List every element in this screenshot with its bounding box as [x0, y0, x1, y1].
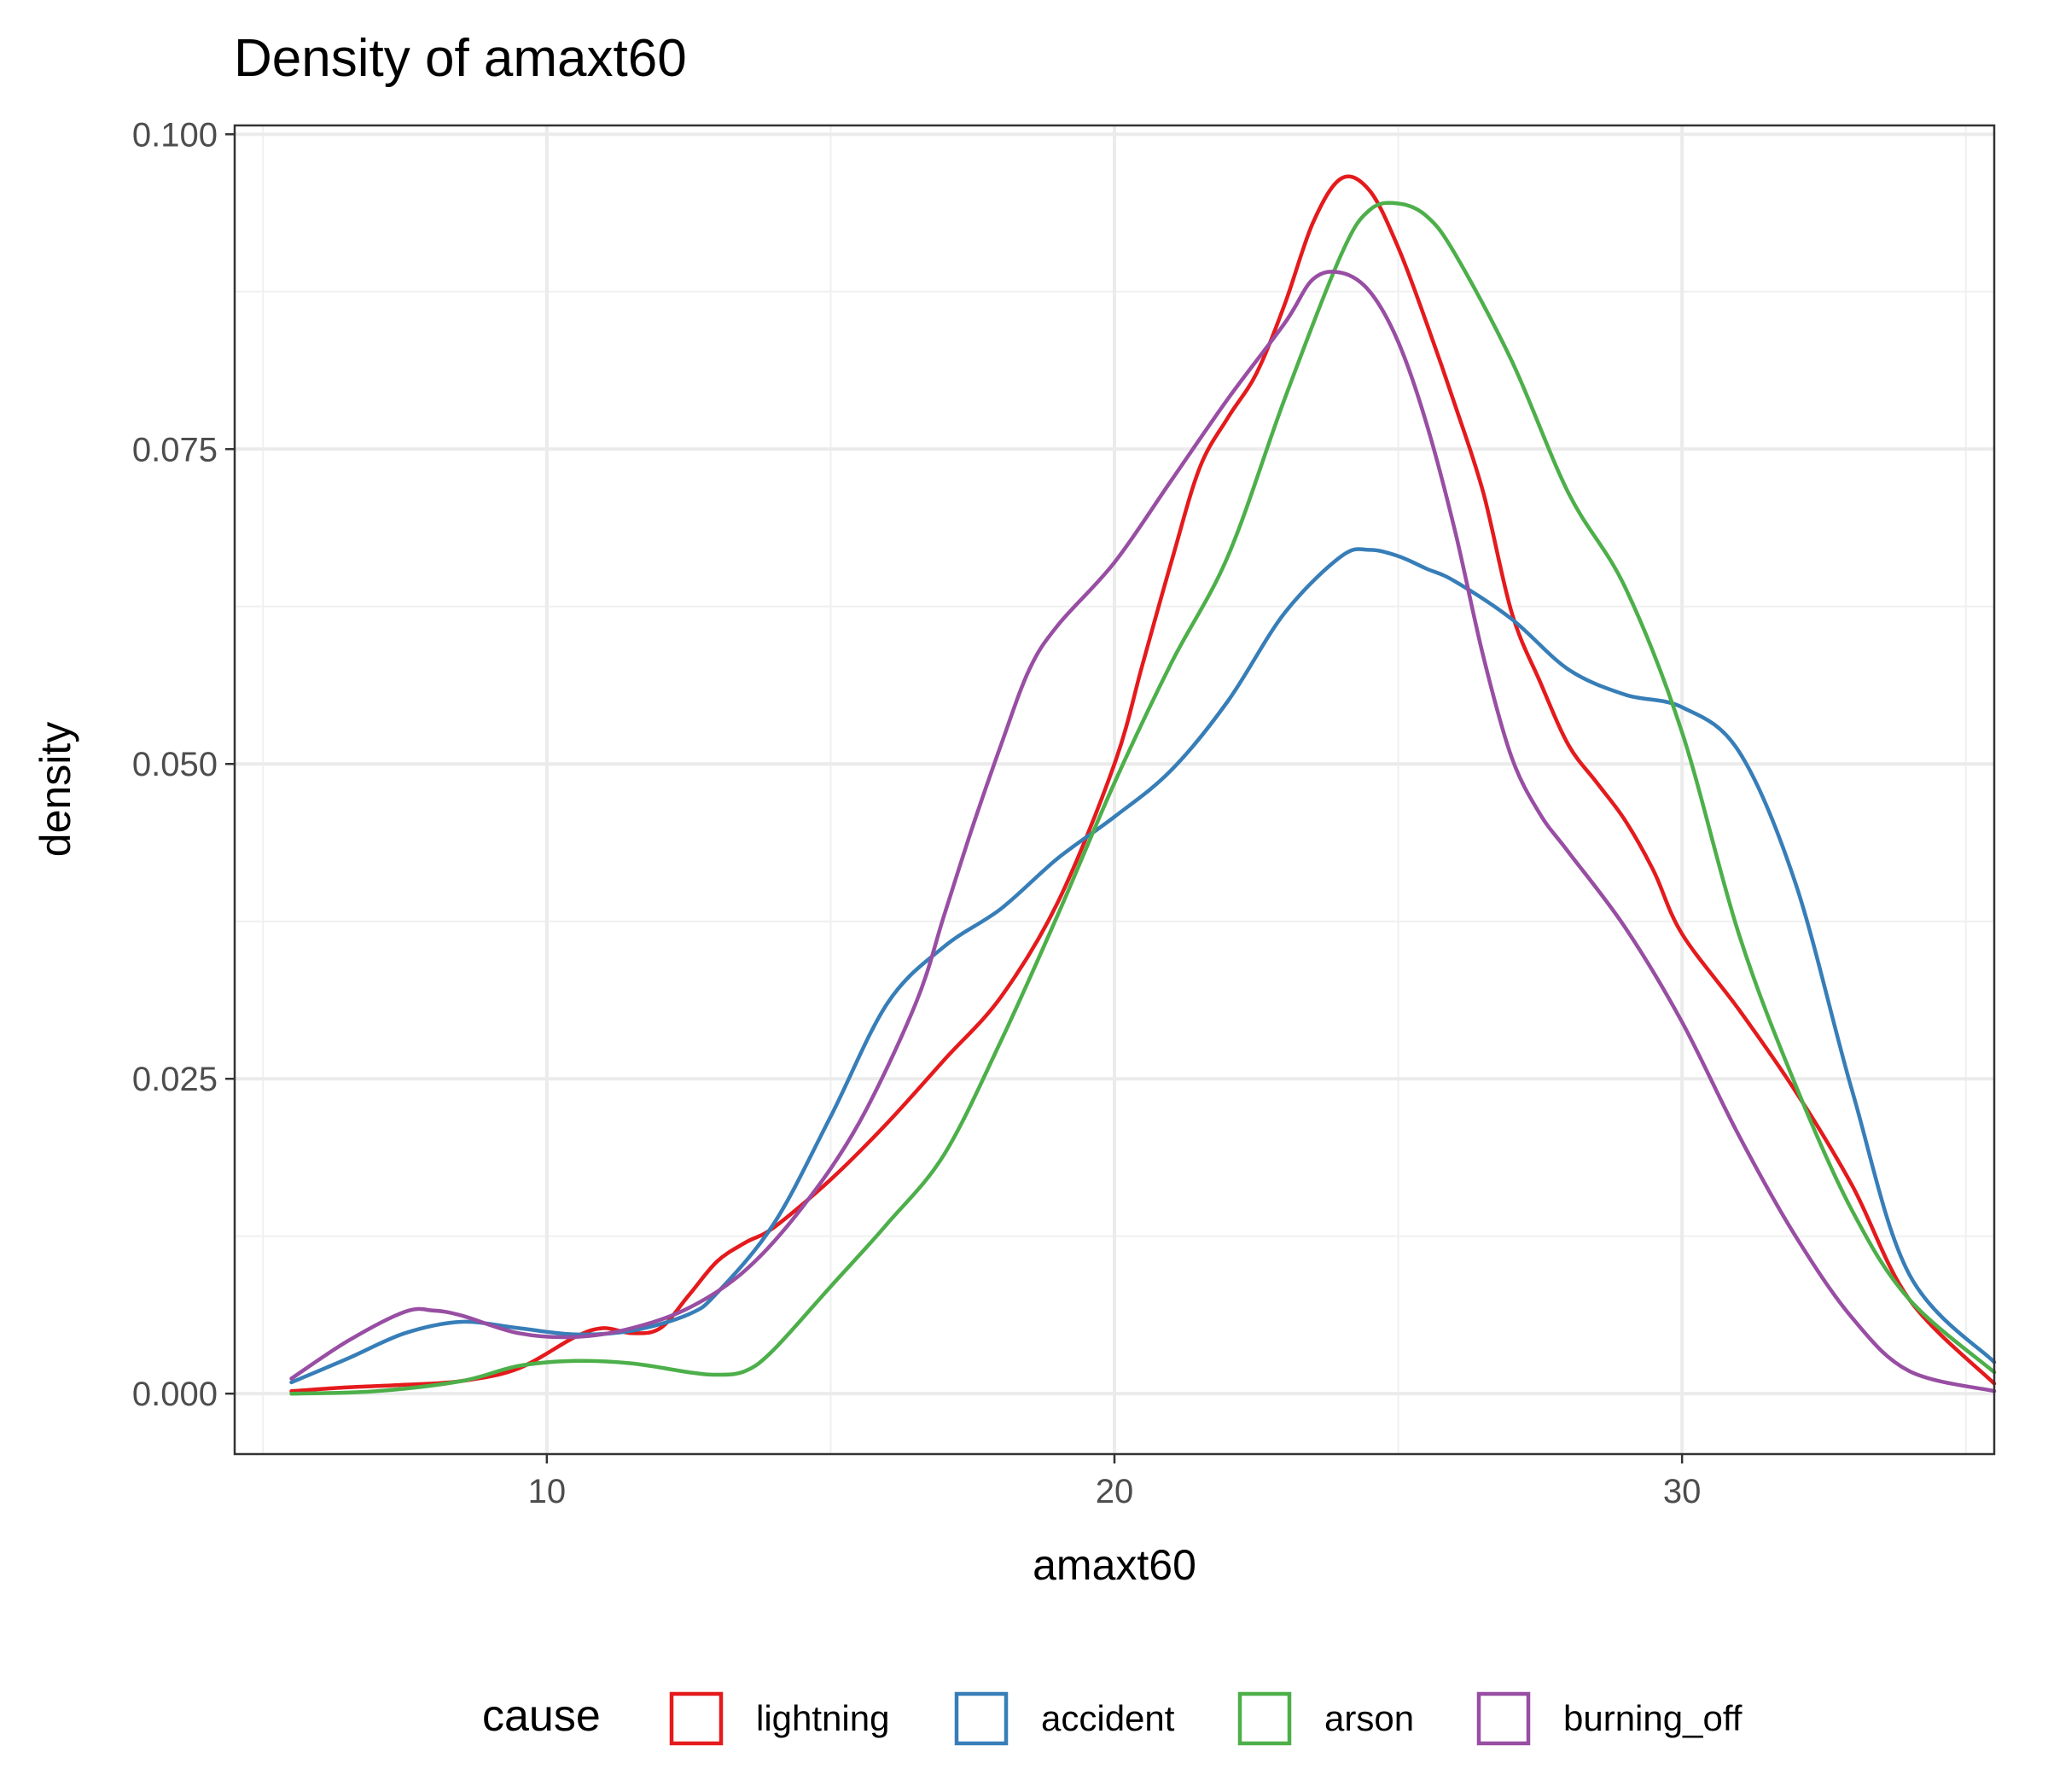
legend-key-burning_off — [1476, 1691, 1531, 1746]
series-line-arson — [289, 201, 1997, 1396]
series-line-lightning — [289, 174, 1997, 1393]
legend-item-accident: accident — [954, 1691, 1175, 1746]
y-tick-label: 0.100 — [132, 116, 218, 154]
legend: cause lightning accident arson burning_off — [482, 1691, 1743, 1746]
y-tick-label: 0.075 — [132, 431, 218, 468]
legend-item-burning_off: burning_off — [1476, 1691, 1743, 1746]
legend-label-lightning: lightning — [756, 1698, 889, 1738]
y-tick-label: 0.050 — [132, 746, 218, 783]
density-lines — [289, 174, 1997, 1396]
series-line-burning_off — [289, 270, 1997, 1393]
x-tick-label: 20 — [1096, 1473, 1134, 1510]
y-tick-label: 0.000 — [132, 1376, 218, 1413]
chart-title: Density of amaxt60 — [234, 29, 687, 88]
legend-label-accident: accident — [1041, 1698, 1175, 1738]
x-axis-title: amaxt60 — [1033, 1541, 1196, 1589]
legend-label-burning_off: burning_off — [1563, 1698, 1743, 1738]
series-line-accident — [289, 547, 1997, 1385]
legend-key-accident — [954, 1691, 1009, 1746]
legend-item-arson: arson — [1237, 1691, 1414, 1746]
legend-label-arson: arson — [1324, 1698, 1414, 1738]
y-tick-label: 0.025 — [132, 1061, 218, 1098]
legend-key-arson — [1237, 1691, 1292, 1746]
y-axis: 0.000 0.025 0.050 0.075 0.100 — [132, 116, 235, 1413]
legend-key-lightning — [669, 1691, 724, 1746]
y-axis-title: density — [32, 722, 79, 857]
legend-item-lightning: lightning — [669, 1691, 889, 1746]
x-tick-label: 10 — [528, 1473, 567, 1510]
x-axis: 10 20 30 — [528, 1454, 1702, 1510]
legend-items: lightning accident arson burning_off — [669, 1691, 1743, 1746]
major-gridlines — [235, 125, 1994, 1454]
x-tick-label: 30 — [1663, 1473, 1702, 1510]
legend-title: cause — [482, 1691, 601, 1741]
